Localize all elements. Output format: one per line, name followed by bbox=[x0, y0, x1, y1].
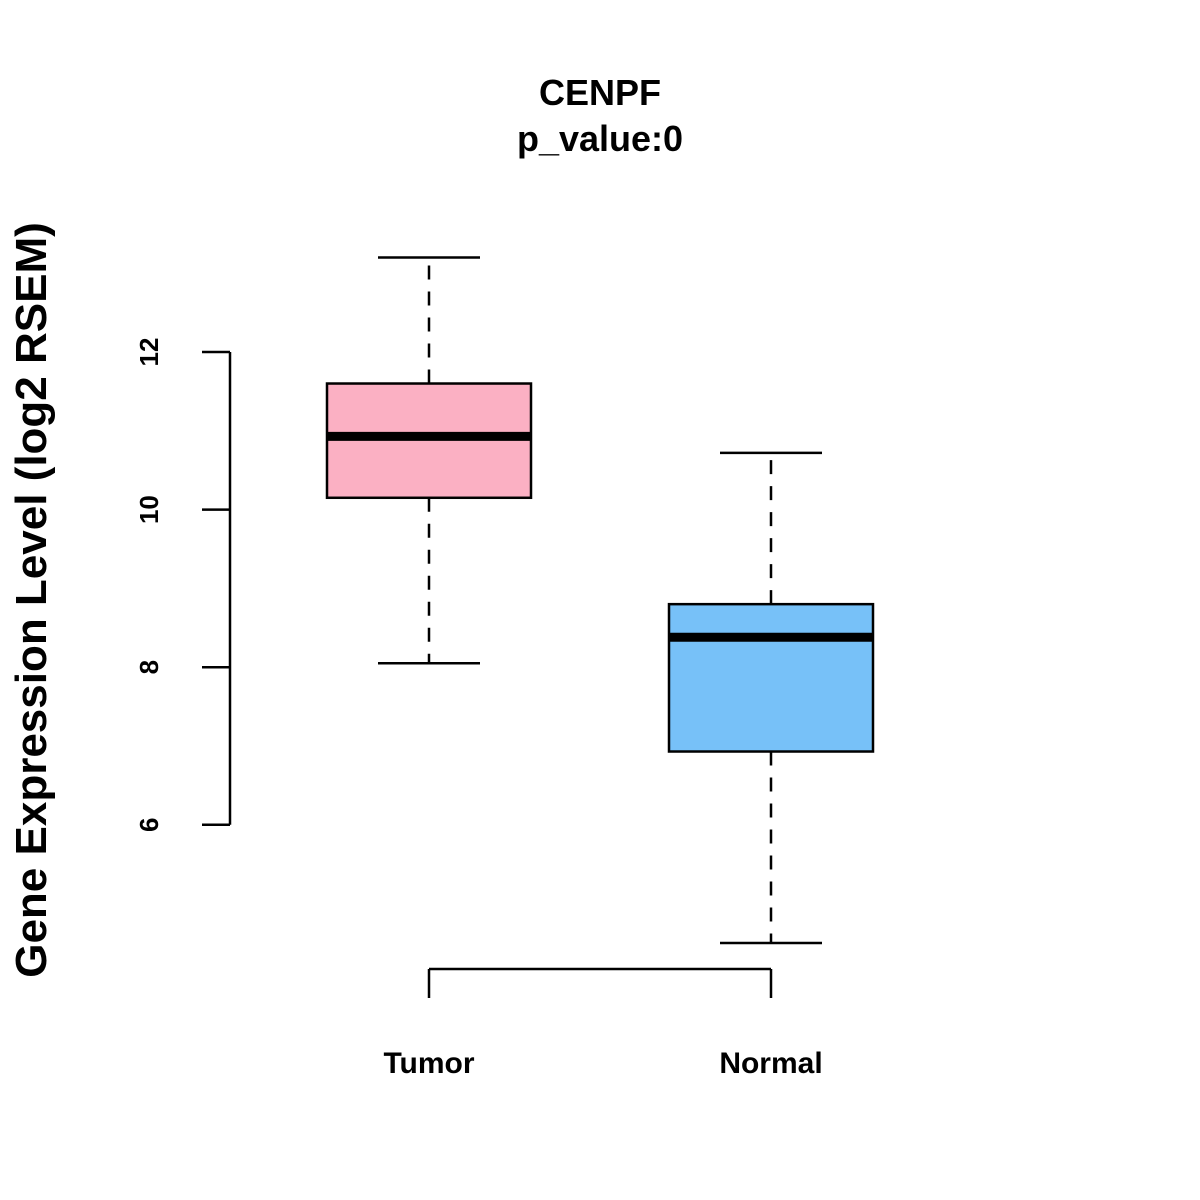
x-tick-label-normal: Normal bbox=[719, 1047, 822, 1080]
y-tick-label: 10 bbox=[134, 495, 164, 524]
x-axis: Tumor Normal bbox=[383, 967, 823, 1080]
iqr-box bbox=[667, 602, 875, 753]
chart-subtitle: p_value:0 bbox=[517, 118, 683, 159]
y-axis-label: Gene Expression Level (log2 RSEM) bbox=[7, 222, 56, 978]
chart-title: CENPF bbox=[539, 72, 661, 113]
box-normal bbox=[667, 451, 875, 945]
y-tick-label: 6 bbox=[134, 818, 164, 832]
box-tumor bbox=[325, 256, 533, 665]
y-tick-label: 8 bbox=[134, 660, 164, 674]
y-axis: 6 8 10 12 bbox=[134, 338, 232, 832]
box-group bbox=[325, 256, 875, 945]
x-tick-label-tumor: Tumor bbox=[383, 1047, 474, 1080]
y-tick-label: 12 bbox=[134, 338, 164, 367]
